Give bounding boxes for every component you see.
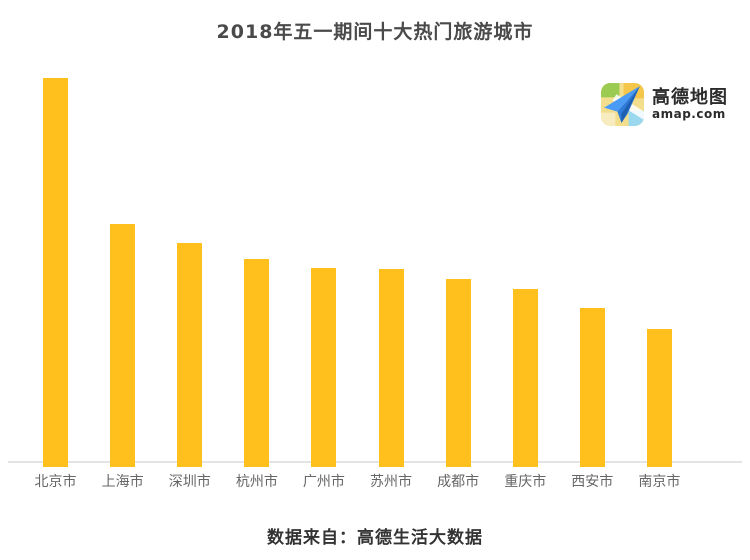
bar-10 — [646, 329, 672, 467]
bar-column-3 — [156, 70, 223, 467]
bar-column-2 — [89, 70, 156, 467]
amap-brand-name: 高德地图 — [652, 87, 728, 108]
x-axis-label-9: 西安市 — [571, 474, 614, 490]
x-axis-labels: 北京市 上海市 深圳市 杭州市 广州市 苏州市 成都市 重庆市 西安市 南京市 — [22, 471, 693, 491]
bar-column-9 — [559, 70, 626, 467]
x-axis-line — [8, 461, 742, 463]
x-axis-label-4: 杭州市 — [235, 474, 278, 490]
x-axis-label-1: 北京市 — [34, 474, 77, 490]
x-axis-label-5: 广州市 — [302, 474, 345, 490]
bar-chart — [22, 70, 693, 467]
bar-column-7 — [425, 70, 492, 467]
bar-2 — [110, 224, 136, 467]
amap-paper-plane-icon — [601, 83, 644, 126]
amap-domain: amap.com — [652, 107, 726, 121]
bar-7 — [445, 279, 471, 467]
bar-6 — [378, 269, 404, 467]
x-axis-label-8: 重庆市 — [504, 474, 547, 490]
data-source-caption: 数据来自：高德生活大数据 — [267, 528, 483, 548]
bar-column-5 — [290, 70, 357, 467]
bar-column-10 — [626, 70, 693, 467]
bar-column-1 — [22, 70, 89, 467]
bar-9 — [579, 308, 605, 467]
x-axis-label-3: 深圳市 — [168, 474, 211, 490]
bar-3 — [177, 243, 203, 467]
amap-logo: 高德地图 amap.com — [600, 82, 728, 127]
bar-8 — [512, 289, 538, 467]
x-axis-label-7: 成都市 — [437, 474, 480, 490]
x-axis-label-10: 南京市 — [638, 474, 681, 490]
bar-4 — [244, 259, 270, 467]
page-title: 2018年五一期间十大热门旅游城市 — [216, 21, 534, 43]
x-axis-label-6: 苏州市 — [370, 474, 413, 490]
bar-1 — [43, 78, 69, 467]
bar-column-8 — [492, 70, 559, 467]
x-axis-label-2: 上海市 — [101, 474, 144, 490]
bar-column-4 — [223, 70, 290, 467]
bar-column-6 — [357, 70, 424, 467]
amap-logo-text: 高德地图 amap.com — [652, 88, 728, 121]
bar-5 — [311, 268, 337, 467]
